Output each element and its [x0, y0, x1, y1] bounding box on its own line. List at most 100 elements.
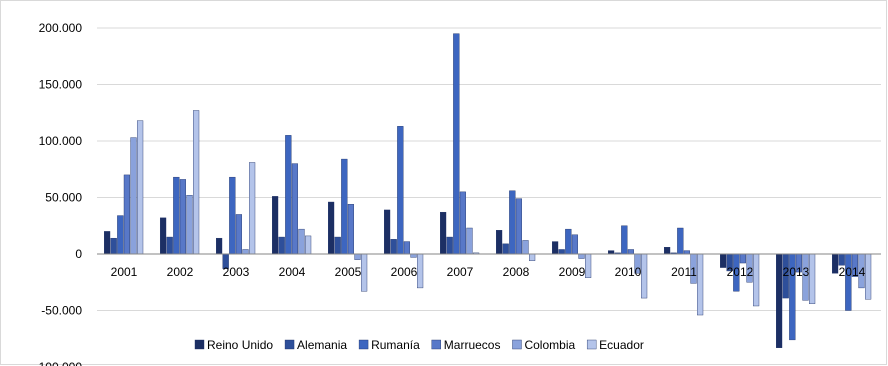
bar-marruecos-2010 — [627, 249, 635, 255]
bar-colombia-2008 — [522, 240, 529, 255]
bar-colombia-2009 — [578, 253, 585, 259]
x-tick-label: 2004 — [279, 265, 306, 279]
bar-reino-unido-2005 — [328, 201, 335, 255]
x-tick-label: 2012 — [727, 265, 754, 279]
bar-reino-unido-2012 — [720, 253, 727, 268]
x-tick-label: 2007 — [447, 265, 474, 279]
bar-reino-unido-2001 — [103, 231, 111, 255]
bar-reino-unido-2007 — [440, 211, 447, 255]
bar-ecuador-2010 — [641, 253, 648, 299]
y-tick-label: 50.000 — [45, 191, 82, 205]
bar-marruecos-2012 — [739, 253, 747, 264]
bar-marruecos-2001 — [123, 174, 131, 255]
bar-ruman-a-2014 — [845, 253, 852, 311]
bar-alemania-2008 — [502, 243, 509, 255]
x-tick-label: 2003 — [223, 265, 250, 279]
bar-ruman-a-2003 — [229, 176, 236, 255]
legend-label: Ecuador — [599, 338, 644, 352]
y-tick-label: 100.000 — [39, 134, 83, 148]
x-tick-label: 2005 — [335, 265, 362, 279]
bar-ruman-a-2007 — [453, 33, 460, 255]
bar-ecuador-2011 — [697, 253, 704, 316]
bar-marruecos-2006 — [403, 241, 411, 255]
y-tick-label: 200.000 — [39, 21, 83, 35]
x-tick-label: 2001 — [111, 265, 138, 279]
bar-ecuador-2001 — [136, 120, 144, 255]
bar-alemania-2007 — [446, 236, 453, 255]
bar-marruecos-2002 — [179, 179, 187, 255]
bar-ecuador-2009 — [585, 253, 592, 278]
legend-swatch — [512, 339, 522, 350]
legend-label: Reino Unido — [207, 338, 273, 352]
bar-reino-unido-2011 — [664, 247, 671, 255]
bar-ruman-a-2002 — [173, 176, 180, 255]
bar-reino-unido-2010 — [608, 250, 615, 255]
bar-reino-unido-2013 — [776, 253, 783, 348]
bar-alemania-2006 — [390, 239, 397, 255]
bar-reino-unido-2004 — [272, 196, 279, 255]
y-axis-tick-labels: 200.000 150.000 100.000 50.000 0 -50.000 -100.… — [35, 21, 83, 366]
y-tick-label: 0 — [75, 247, 82, 261]
bar-marruecos-2004 — [291, 163, 299, 255]
bar-marruecos-2005 — [347, 204, 355, 255]
bar-reino-unido-2002 — [159, 217, 167, 255]
x-tick-label: 2010 — [615, 265, 642, 279]
bar-alemania-2002 — [166, 236, 173, 255]
x-tick-label: 2006 — [391, 265, 418, 279]
bar-marruecos-2008 — [515, 198, 523, 255]
x-tick-label: 2014 — [839, 265, 866, 279]
bar-ruman-a-2008 — [509, 190, 516, 255]
y-tick-label: -50.000 — [41, 304, 82, 318]
bar-ruman-a-2001 — [117, 215, 124, 255]
bar-ruman-a-2004 — [285, 135, 292, 255]
bar-alemania-2005 — [334, 236, 341, 255]
bar-ecuador-2012 — [753, 253, 760, 307]
bar-reino-unido-2003 — [215, 237, 223, 255]
bar-ecuador-2005 — [361, 253, 368, 292]
bar-ecuador-2013 — [809, 253, 816, 304]
bar-marruecos-2011 — [683, 250, 691, 255]
legend-label: Marruecos — [444, 338, 501, 352]
x-tick-label: 2011 — [671, 265, 697, 279]
x-tick-label: 2013 — [783, 265, 810, 279]
bar-ruman-a-2009 — [565, 228, 572, 255]
bar-ecuador-2004 — [305, 235, 312, 255]
bar-marruecos-2007 — [459, 191, 467, 255]
legend: Reino Unido Alemania Rumanía Marruecos Colom… — [194, 338, 644, 352]
bar-ecuador-2006 — [417, 253, 424, 289]
bar-colombia-2002 — [186, 195, 193, 255]
bar-reino-unido-2006 — [384, 209, 391, 255]
bar-reino-unido-2014 — [832, 253, 839, 274]
bar-marruecos-2009 — [571, 234, 579, 255]
bar-alemania-2001 — [110, 237, 117, 255]
legend-swatch — [194, 339, 205, 350]
bar-ecuador-2008 — [529, 253, 536, 261]
legend-label: Rumanía — [371, 338, 420, 352]
bar-alemania-2014 — [838, 253, 845, 266]
bar-colombia-2006 — [410, 253, 417, 258]
legend-swatch — [431, 339, 441, 350]
bar-colombia-2007 — [466, 227, 473, 255]
legend-label: Alemania — [297, 338, 347, 352]
y-tick-label: 150.000 — [39, 78, 83, 92]
bar-colombia-2001 — [130, 137, 137, 255]
bar-ruman-a-2010 — [621, 225, 628, 255]
legend-swatch — [358, 339, 369, 350]
x-tick-label: 2008 — [503, 265, 530, 279]
x-tick-label: 2002 — [167, 265, 194, 279]
bar-ruman-a-2011 — [677, 227, 684, 255]
x-axis-tick-labels: 2001 2002 2003 2004 2005 2006 2007 2008 2009 2010… — [111, 265, 866, 279]
bar-ruman-a-2006 — [397, 126, 404, 255]
bar-ecuador-2003 — [248, 162, 256, 255]
bar-ecuador-2014 — [865, 253, 872, 300]
bar-colombia-2004 — [298, 228, 305, 255]
bar-alemania-2009 — [558, 249, 565, 255]
gridlines — [97, 27, 881, 311]
x-tick-label: 2009 — [559, 265, 586, 279]
legend-label: Colombia — [524, 338, 575, 352]
legend-swatch — [284, 339, 295, 350]
bar-ruman-a-2005 — [341, 158, 348, 255]
